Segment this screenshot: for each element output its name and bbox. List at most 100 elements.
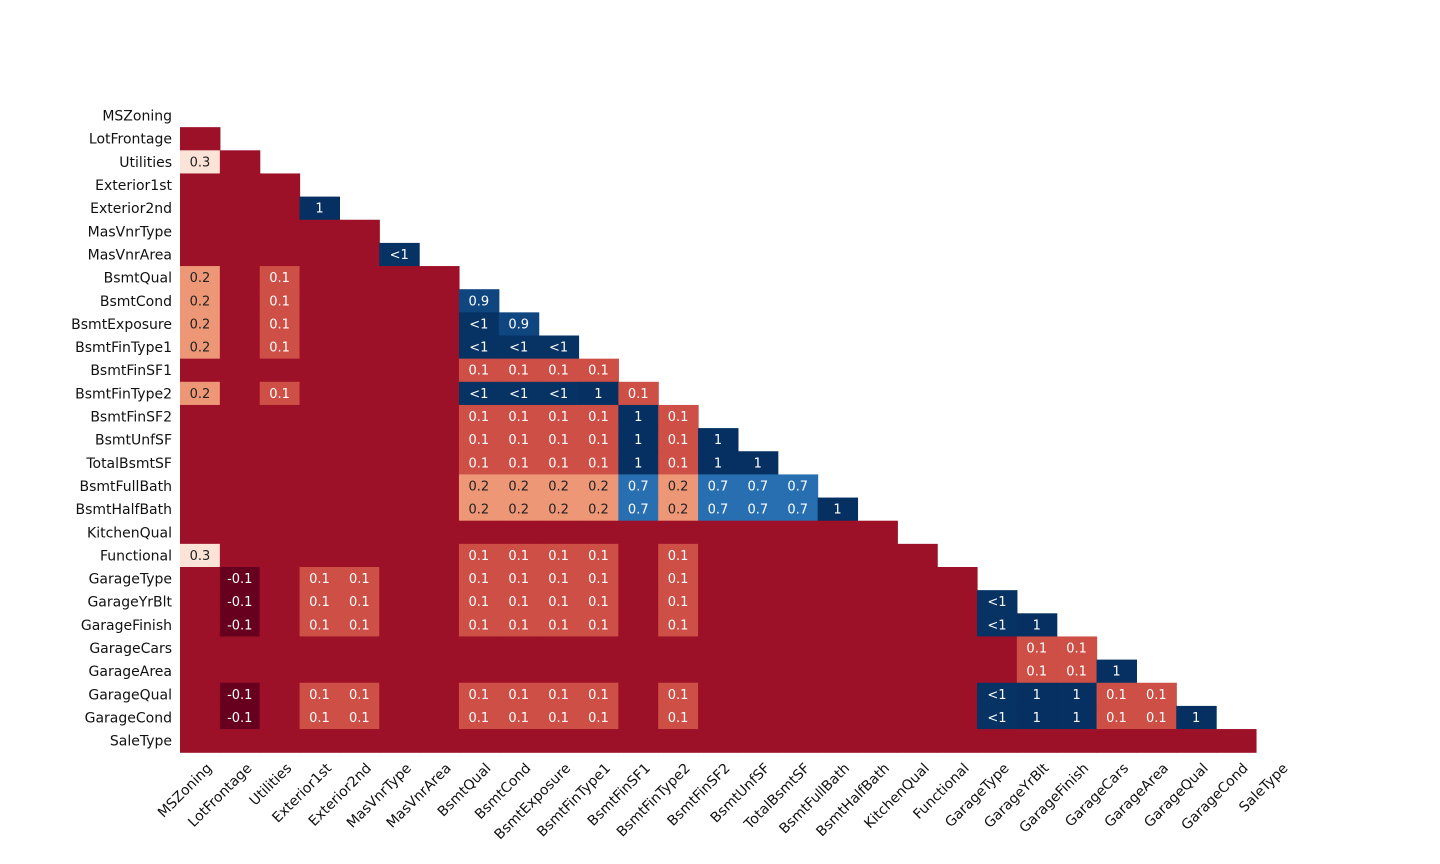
heatmap-cell-BsmtFinSF1-Utilities (259, 358, 301, 383)
heatmap-cell-TotalBsmtSF-Exterior1st (299, 451, 340, 475)
row-label-LotFrontage: LotFrontage (89, 132, 172, 148)
row-label-GarageQual: GarageQual (88, 687, 172, 703)
heatmap-cell-Functional-Utilities (259, 543, 301, 568)
heatmap-cell-BsmtFinSF1-Exterior2nd (339, 358, 380, 383)
cell-value-label: 0.1 (508, 572, 529, 587)
heatmap-cell-BsmtFullBath-MasVnrType (379, 474, 420, 499)
heatmap-cell-SaleType-TotalBsmtSF (777, 729, 819, 753)
heatmap-cell-Exterior1st-MSZoning (180, 173, 221, 198)
heatmap-cell-Functional-BsmtQual (458, 543, 500, 568)
heatmap-cell-GarageCond-BsmtFinType1 (578, 705, 619, 730)
heatmap-cell-KitchenQual-BsmtQual (458, 520, 500, 545)
heatmap-cell-GarageArea-BsmtUnfSF (737, 659, 779, 684)
heatmap-cell-BsmtFullBath-MSZoning (180, 474, 221, 499)
heatmap-cell-GarageType-BsmtQual (458, 567, 500, 591)
heatmap-cell-SaleType-GarageQual (1176, 729, 1217, 753)
row-label-BsmtFinType2: BsmtFinType2 (75, 386, 172, 402)
heatmap-cell-Exterior2nd-MSZoning (180, 196, 221, 221)
cell-value-label: 0.1 (508, 433, 529, 448)
heatmap-cell-GarageArea-Utilities (259, 659, 301, 684)
cell-value-label: 0.1 (628, 387, 649, 402)
cell-value-label: 0.1 (508, 549, 529, 564)
heatmap-cell-GarageQual-Utilities (259, 682, 301, 707)
cell-value-label: 0.1 (668, 618, 689, 633)
cell-value-label: 1 (634, 433, 642, 448)
heatmap-cell-GarageQual-BsmtFinType2 (658, 682, 699, 707)
row-label-GarageFinish: GarageFinish (81, 618, 172, 634)
heatmap-cell-GarageFinish-BsmtUnfSF (737, 613, 779, 638)
heatmap-cell-Functional-MasVnrType (379, 543, 420, 568)
cell-value-label: 0.2 (668, 479, 689, 494)
cell-value-label: 0.1 (548, 688, 569, 703)
cell-value-label: 0.1 (1106, 688, 1127, 703)
heatmap-cell-GarageType-BsmtFinSF1 (618, 567, 659, 591)
heatmap-cell-BsmtHalfBath-BsmtCond (498, 497, 540, 522)
heatmap-cell-BsmtUnfSF-MasVnrType (379, 428, 420, 452)
row-label-Exterior2nd: Exterior2nd (90, 201, 172, 217)
heatmap-cell-TotalBsmtSF-BsmtCond (498, 451, 540, 475)
heatmap-cell-BsmtFinType2-Utilities (259, 381, 301, 406)
heatmap-cell-SaleType-GarageCond (1216, 729, 1257, 753)
heatmap-cell-GarageFinish-BsmtHalfBath (857, 613, 898, 638)
cell-value-label: <1 (390, 248, 409, 263)
row-label-BsmtHalfBath: BsmtHalfBath (76, 502, 173, 518)
cell-value-label: 0.1 (548, 456, 569, 471)
cell-value-label: 0.2 (588, 503, 609, 518)
heatmap-cell-GarageFinish-Utilities (259, 613, 301, 638)
heatmap-cell-BsmtCond-Exterior1st (299, 289, 340, 313)
heatmap-cell-GarageType-BsmtExposure (538, 567, 580, 591)
cell-value-label: 0.1 (349, 618, 370, 633)
heatmap-cell-GarageQual-MasVnrArea (419, 682, 460, 707)
heatmap-cell-GarageCond-GarageCars (1096, 705, 1137, 730)
row-label-GarageArea: GarageArea (89, 664, 172, 680)
cell-value-label: 0.1 (548, 711, 569, 726)
heatmap-cell-GarageCars-BsmtFinType1 (578, 636, 619, 661)
heatmap-cell-BsmtQual-MSZoning (180, 266, 221, 290)
cell-value-label: 0.1 (309, 618, 330, 633)
heatmap-cell-GarageArea-MasVnrArea (419, 659, 460, 684)
cell-value-label: 0.1 (349, 572, 370, 587)
heatmap-cell-GarageQual-GarageArea (1136, 682, 1177, 707)
heatmap-cell-BsmtCond-MasVnrType (379, 289, 420, 313)
cell-value-label: <1 (987, 618, 1006, 633)
heatmap-cell-BsmtHalfBath-BsmtQual (458, 497, 500, 522)
heatmap-cell-BsmtExposure-MasVnrArea (419, 312, 460, 337)
heatmap-cell-KitchenQual-BsmtUnfSF (737, 520, 779, 545)
heatmap-cell-BsmtFullBath-LotFrontage (219, 474, 261, 499)
heatmap-cell-SaleType-MasVnrArea (419, 729, 460, 753)
heatmap-cell-GarageYrBlt-Exterior1st (299, 590, 340, 614)
cell-value-label: 0.1 (548, 618, 569, 633)
heatmap-cell-GarageFinish-TotalBsmtSF (777, 613, 819, 638)
heatmap-cell-GarageArea-MSZoning (180, 659, 221, 684)
cell-value-label: 0.1 (588, 711, 609, 726)
heatmap-cell-BsmtQual-Utilities (259, 266, 301, 290)
heatmap-cell-GarageType-MasVnrType (379, 567, 420, 591)
heatmap-cell-SaleType-MasVnrType (379, 729, 420, 753)
heatmap-cell-GarageYrBlt-BsmtCond (498, 590, 540, 614)
heatmap-cell-BsmtFinSF1-LotFrontage (219, 358, 261, 383)
heatmap-cell-GarageCond-MSZoning (180, 705, 221, 730)
heatmap-cell-SaleType-GarageCars (1096, 729, 1137, 753)
heatmap-cell-KitchenQual-LotFrontage (219, 520, 261, 545)
heatmap-cell-MasVnrArea-LotFrontage (219, 242, 261, 267)
heatmap-cell-Exterior1st-LotFrontage (219, 173, 261, 198)
heatmap-cell-GarageCars-BsmtFinSF1 (618, 636, 659, 661)
heatmap-cell-BsmtFinType2-BsmtFinSF1 (618, 381, 659, 406)
heatmap-cell-SaleType-BsmtFinType2 (658, 729, 699, 753)
cell-value-label: 1 (1033, 711, 1041, 726)
heatmap-cell-BsmtFinType2-BsmtQual (458, 381, 500, 406)
heatmap-cell-BsmtFinSF2-BsmtFinSF1 (618, 404, 659, 429)
heatmap-cell-GarageCond-GarageQual (1176, 705, 1217, 730)
cell-value-label: 0.1 (1146, 688, 1167, 703)
heatmap-cell-BsmtExposure-MSZoning (180, 312, 221, 337)
row-label-KitchenQual: KitchenQual (87, 525, 172, 541)
heatmap-cell-BsmtFullBath-BsmtFinType1 (578, 474, 619, 499)
heatmap-cell-GarageFinish-MasVnrArea (419, 613, 460, 638)
heatmap-cell-GarageType-Utilities (259, 567, 301, 591)
cell-value-label: -0.1 (227, 711, 252, 726)
heatmap-cell-SaleType-BsmtHalfBath (857, 729, 898, 753)
cell-value-label: 0.1 (588, 688, 609, 703)
heatmap-cell-GarageCond-KitchenQual (897, 705, 938, 730)
cell-value-label: 0.1 (469, 364, 490, 379)
heatmap-cell-KitchenQual-BsmtFullBath (817, 520, 859, 545)
